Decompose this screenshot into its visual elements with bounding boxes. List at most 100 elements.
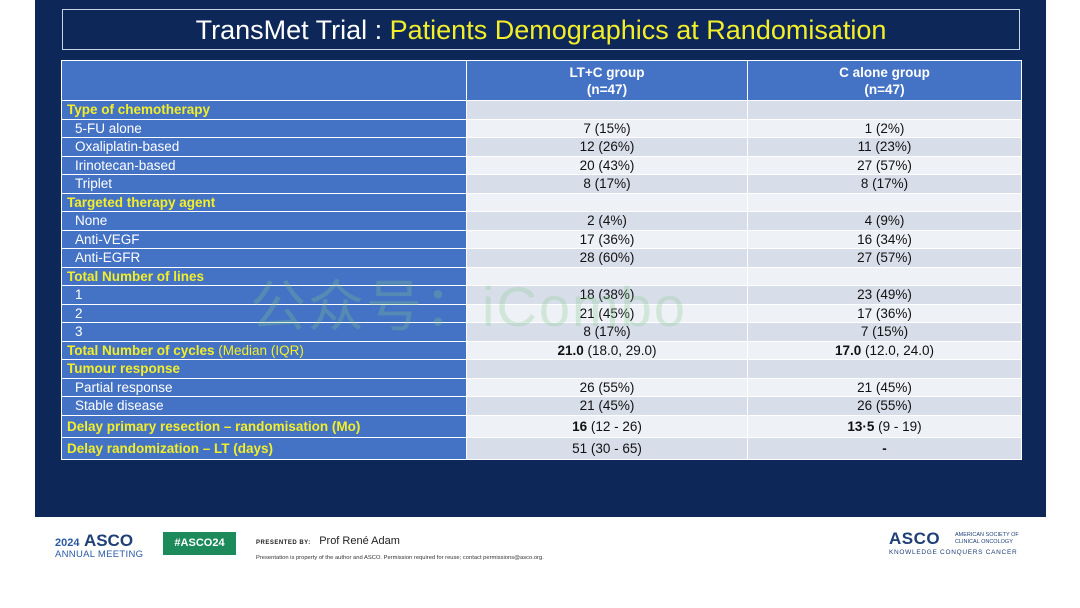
meeting-annual: ANNUAL MEETING xyxy=(55,549,144,560)
meeting-logo: 2024 ASCO ANNUAL MEETING xyxy=(55,531,143,560)
value-a: 18 (38%) xyxy=(466,285,748,305)
row-label: None xyxy=(61,211,467,231)
category-row: Type of chemotherapy xyxy=(61,100,1022,120)
value-a: 26 (55%) xyxy=(466,377,748,397)
category-label: Total Number of lines xyxy=(61,266,467,286)
asco-logo: ASCO AMERICAN SOCIETY OF CLINICAL ONCOLO… xyxy=(889,529,1019,556)
delay-primary-b-range: (9 - 19) xyxy=(874,418,922,434)
delay-primary-a-range: (12 - 26) xyxy=(587,418,642,434)
table-row: Anti-VEGF 17 (36%) 16 (34%) xyxy=(61,229,1022,249)
value-a: 7 (15%) xyxy=(466,118,748,138)
delay-primary-row: Delay primary resection – randomisation … xyxy=(61,414,1022,438)
title-highlight: Patients Demographics at Randomisation xyxy=(389,15,887,45)
table-row: Stable disease 21 (45%) 26 (55%) xyxy=(61,396,1022,416)
row-label: 5-FU alone xyxy=(61,118,467,138)
category-label: Tumour response xyxy=(61,359,467,379)
permission-note: Presentation is property of the author a… xyxy=(256,555,544,561)
table-row: Triplet 8 (17%) 8 (17%) xyxy=(61,174,1022,194)
asco-society: AMERICAN SOCIETY OF CLINICAL ONCOLOGY xyxy=(955,532,1019,545)
col2-n: (n=47) xyxy=(864,81,905,97)
cycles-b-iqr: (12.0, 24.0) xyxy=(861,342,935,358)
value-b: 11 (23%) xyxy=(747,137,1022,157)
value-b: 8 (17%) xyxy=(747,174,1022,194)
value-b: 21 (45%) xyxy=(747,377,1022,397)
row-label: Partial response xyxy=(61,377,467,397)
table-row: 1 18 (38%) 23 (49%) xyxy=(61,285,1022,305)
col1-n: (n=47) xyxy=(586,81,628,97)
asco-logo-text: ASCO xyxy=(889,529,941,548)
row-label: 3 xyxy=(61,322,467,342)
row-label: Irinotecan-based xyxy=(61,155,467,175)
cycles-a-iqr: (18.0, 29.0) xyxy=(583,342,657,358)
row-label: Anti-VEGF xyxy=(61,229,467,249)
table-row: Oxaliplatin-based 12 (26%) 11 (23%) xyxy=(61,137,1022,157)
value-b: 13·5 (9 - 19) xyxy=(747,414,1022,438)
header-empty xyxy=(61,60,467,101)
category-row: Tumour response xyxy=(61,359,1022,379)
value-b: 27 (57%) xyxy=(747,155,1022,175)
delay-primary-a-median: 16 xyxy=(572,418,588,434)
value-a: 51 (30 - 65) xyxy=(466,436,748,460)
demographics-table: LT+C group (n=47) C alone group (n=47) Typ… xyxy=(61,60,1022,460)
presenter-name: Prof René Adam xyxy=(319,535,400,547)
footer: 2024 ASCO ANNUAL MEETING #ASCO24 PRESENT… xyxy=(0,517,1080,608)
col1-name: LT+C group xyxy=(569,64,645,80)
category-row: Targeted therapy agent xyxy=(61,192,1022,212)
meeting-year: 2024 xyxy=(55,537,80,549)
value-a: 28 (60%) xyxy=(466,248,748,268)
col2-name: C alone group xyxy=(839,64,930,80)
category-row: Total Number of lines xyxy=(61,266,1022,286)
value-a: 20 (43%) xyxy=(466,155,748,175)
value-b: 17.0 (12.0, 24.0) xyxy=(747,340,1022,360)
row-label: 1 xyxy=(61,285,467,305)
value-b: 27 (57%) xyxy=(747,248,1022,268)
row-label: Anti-EGFR xyxy=(61,248,467,268)
value-b: - xyxy=(747,436,1022,460)
cycles-label: Total Number of cycles (Median (IQR) xyxy=(61,340,467,360)
table-header: LT+C group (n=47) C alone group (n=47) xyxy=(61,60,1022,101)
category-label: Type of chemotherapy xyxy=(61,100,467,120)
value-b: 26 (55%) xyxy=(747,396,1022,416)
value-a: 2 (4%) xyxy=(466,211,748,231)
value-a: 21 (45%) xyxy=(466,303,748,323)
table-row: Partial response 26 (55%) 21 (45%) xyxy=(61,377,1022,397)
hashtag-badge: #ASCO24 xyxy=(163,532,236,555)
table-row: 5-FU alone 7 (15%) 1 (2%) xyxy=(61,118,1022,138)
value-a: 8 (17%) xyxy=(466,174,748,194)
table-row: Irinotecan-based 20 (43%) 27 (57%) xyxy=(61,155,1022,175)
cycles-row: Total Number of cycles (Median (IQR) 21.… xyxy=(61,340,1022,360)
table-row: None 2 (4%) 4 (9%) xyxy=(61,211,1022,231)
cycles-a-median: 21.0 xyxy=(557,342,584,358)
table-row: 2 21 (45%) 17 (36%) xyxy=(61,303,1022,323)
value-b: 16 (34%) xyxy=(747,229,1022,249)
cycles-label-sub: (Median (IQR) xyxy=(214,342,304,358)
category-label: Targeted therapy agent xyxy=(61,192,467,212)
slide-title: TransMet Trial : Patients Demographics a… xyxy=(62,9,1020,50)
row-label: 2 xyxy=(61,303,467,323)
value-b: 17 (36%) xyxy=(747,303,1022,323)
value-a: 16 (12 - 26) xyxy=(466,414,748,438)
header-col2: C alone group (n=47) xyxy=(747,60,1022,101)
delay-lt-label: Delay randomization – LT (days) xyxy=(61,436,467,460)
value-a: 12 (26%) xyxy=(466,137,748,157)
value-a: 8 (17%) xyxy=(466,322,748,342)
slide: TransMet Trial : Patients Demographics a… xyxy=(35,0,1046,517)
value-b: 7 (15%) xyxy=(747,322,1022,342)
presented-by-label: PRESENTED BY: xyxy=(256,540,311,546)
table-row: Anti-EGFR 28 (60%) 27 (57%) xyxy=(61,248,1022,268)
value-a: 17 (36%) xyxy=(466,229,748,249)
presenter-info: PRESENTED BY: Prof René Adam Presentatio… xyxy=(256,531,544,561)
value-b: 1 (2%) xyxy=(747,118,1022,138)
delay-primary-label: Delay primary resection – randomisation … xyxy=(61,414,467,438)
delay-lt-row: Delay randomization – LT (days) 51 (30 -… xyxy=(61,436,1022,460)
value-a: 21.0 (18.0, 29.0) xyxy=(466,340,748,360)
title-prefix: TransMet Trial : xyxy=(195,15,390,45)
row-label: Oxaliplatin-based xyxy=(61,137,467,157)
value-b: 4 (9%) xyxy=(747,211,1022,231)
header-col1: LT+C group (n=47) xyxy=(466,60,748,101)
row-label: Stable disease xyxy=(61,396,467,416)
value-a: 21 (45%) xyxy=(466,396,748,416)
delay-primary-b-median: 13·5 xyxy=(847,418,875,434)
value-b: 23 (49%) xyxy=(747,285,1022,305)
